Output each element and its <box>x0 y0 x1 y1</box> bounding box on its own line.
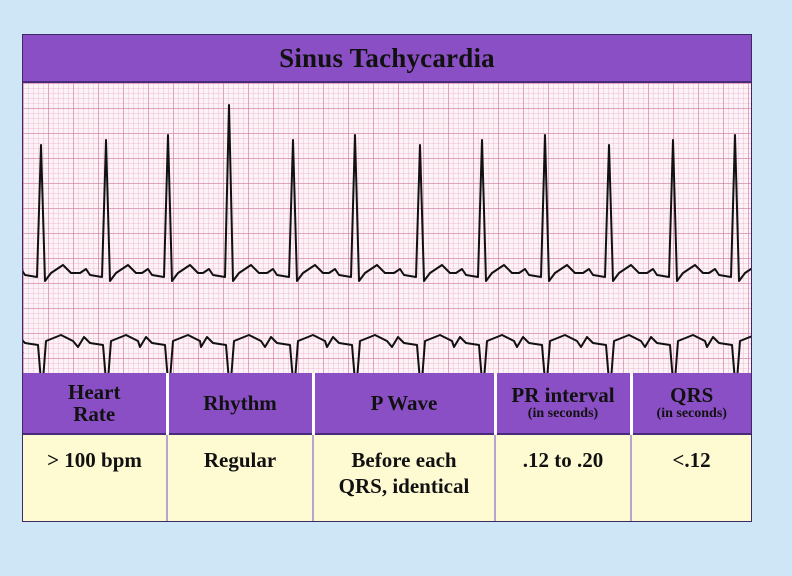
header-heart-rate: Heart Rate <box>23 373 169 435</box>
page-title: Sinus Tachycardia <box>279 42 495 73</box>
title-bar: Sinus Tachycardia <box>23 35 751 83</box>
header-p-wave: P Wave <box>313 373 497 435</box>
header-rhythm: Rhythm <box>167 373 315 435</box>
header-label: QRS <box>670 383 714 408</box>
header-sublabel: (in seconds) <box>656 406 727 422</box>
table-row: > 100 bpm Regular Before each QRS, ident… <box>23 434 751 521</box>
table-header-row: Heart Rate Rhythm P Wave PR interval (in… <box>23 373 751 435</box>
rhythm-criteria-table: Heart Rate Rhythm P Wave PR interval (in… <box>23 373 751 521</box>
value-pr-interval: .12 to .20 <box>495 434 632 521</box>
header-pr-interval: PR interval (in seconds) <box>495 373 633 435</box>
header-label: Rhythm <box>203 390 277 415</box>
ecg-trace-upper <box>23 104 751 282</box>
value-rhythm: Regular <box>167 434 314 521</box>
rhythm-card: Sinus Tachycardia Heart Rate Rhythm P Wa… <box>22 34 752 522</box>
ecg-strip <box>23 83 751 373</box>
header-qrs: QRS (in seconds) <box>631 373 751 435</box>
ecg-traces <box>23 104 751 373</box>
header-label: P Wave <box>370 390 438 415</box>
header-label: Heart Rate <box>68 379 121 426</box>
value-p-wave: Before each QRS, identical <box>313 434 496 521</box>
p-wave-text: Before each QRS, identical <box>338 448 470 499</box>
header-sublabel: (in seconds) <box>527 406 599 422</box>
value-qrs: <.12 <box>631 434 751 521</box>
ecg-trace-lower <box>23 334 751 373</box>
header-label: PR interval <box>511 383 615 408</box>
value-heart-rate: > 100 bpm <box>23 434 168 521</box>
